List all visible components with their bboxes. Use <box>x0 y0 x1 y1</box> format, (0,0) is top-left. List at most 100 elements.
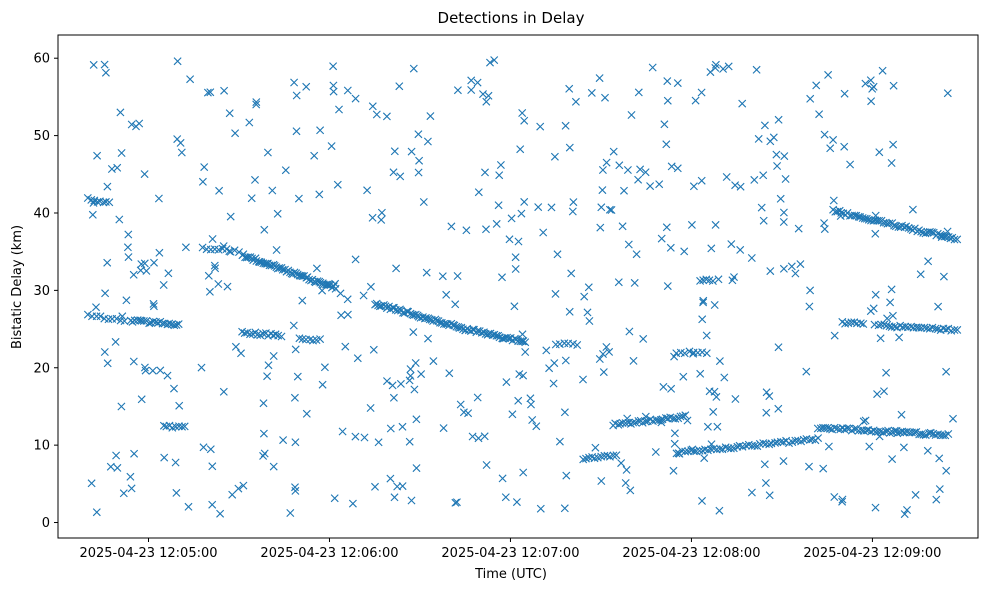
data-point-marker <box>198 177 207 186</box>
data-point-marker <box>710 301 719 309</box>
data-point-marker <box>368 213 377 222</box>
data-point-marker <box>117 149 126 157</box>
data-point-marker <box>231 342 240 351</box>
data-point-marker <box>505 235 514 244</box>
x-tick-label: 2025-04-23 12:09:00 <box>803 546 941 561</box>
data-point-marker <box>560 504 569 513</box>
data-point-marker <box>186 75 195 84</box>
data-point-marker <box>495 171 504 180</box>
data-point-marker <box>414 168 423 177</box>
data-point-marker <box>780 152 789 161</box>
data-point-marker <box>298 335 307 343</box>
data-point-marker <box>156 366 165 375</box>
data-point-marker <box>585 317 594 325</box>
data-point-marker <box>875 432 884 441</box>
data-point-marker <box>837 208 846 217</box>
data-point-marker <box>405 437 414 446</box>
data-point-marker <box>123 243 132 252</box>
data-point-marker <box>846 160 855 169</box>
data-point-marker <box>691 96 700 105</box>
data-point-marker <box>671 414 680 423</box>
data-point-marker <box>882 321 891 330</box>
data-point-marker <box>914 323 923 332</box>
data-point-marker <box>869 304 878 313</box>
data-point-marker <box>383 377 391 386</box>
data-point-marker <box>501 493 510 502</box>
data-point-marker <box>343 86 352 95</box>
data-point-marker <box>787 262 796 271</box>
data-point-marker <box>96 312 105 321</box>
data-point-marker <box>145 319 154 328</box>
data-point-marker <box>197 363 206 372</box>
data-point-marker <box>799 435 808 444</box>
data-point-marker <box>520 116 529 125</box>
data-point-marker <box>660 120 669 129</box>
data-point-marker <box>263 372 272 381</box>
data-point-marker <box>368 102 377 111</box>
data-point-marker <box>117 402 126 411</box>
data-point-marker <box>605 347 614 356</box>
data-point-marker <box>438 272 447 281</box>
data-point-marker <box>504 334 513 343</box>
data-point-marker <box>736 182 745 191</box>
data-point-marker <box>172 488 181 497</box>
data-point-marker <box>590 454 599 463</box>
data-point-marker <box>103 359 112 368</box>
data-point-marker <box>759 171 768 180</box>
data-point-marker <box>259 399 268 408</box>
data-point-marker <box>805 462 813 471</box>
data-point-marker <box>551 289 560 298</box>
data-point-marker <box>215 186 224 195</box>
data-point-marker <box>805 302 814 311</box>
data-point-marker <box>702 349 711 358</box>
data-point-marker <box>473 393 482 402</box>
data-point-marker <box>702 275 711 284</box>
data-point-marker <box>924 257 933 266</box>
data-point-marker <box>772 150 781 159</box>
data-point-marker <box>681 447 690 456</box>
data-point-marker <box>814 434 823 443</box>
data-point-marker <box>689 349 698 358</box>
data-point-marker <box>251 175 259 184</box>
data-point-marker <box>89 60 98 69</box>
data-point-marker <box>214 280 223 288</box>
data-point-marker <box>451 498 460 507</box>
data-point-marker <box>351 94 360 103</box>
data-point-marker <box>774 404 783 413</box>
data-point-marker <box>137 260 146 269</box>
data-point-marker <box>882 368 891 377</box>
data-point-marker <box>569 198 578 207</box>
data-point-marker <box>113 163 122 172</box>
data-point-marker <box>382 112 391 121</box>
data-point-marker <box>696 276 705 285</box>
data-point-marker <box>663 282 672 291</box>
data-point-marker <box>83 310 92 319</box>
data-point-marker <box>865 442 874 451</box>
data-point-marker <box>657 418 666 427</box>
data-point-marker <box>279 436 288 445</box>
data-point-marker <box>338 427 347 436</box>
data-point-marker <box>641 412 650 421</box>
data-point-marker <box>885 428 894 437</box>
data-point-marker <box>648 63 657 72</box>
data-point-marker <box>366 282 375 291</box>
data-point-marker <box>273 209 282 218</box>
data-point-marker <box>712 392 721 401</box>
data-point-marker <box>901 322 910 331</box>
data-point-marker <box>866 76 875 85</box>
data-point-marker <box>944 430 953 438</box>
data-point-marker <box>539 228 548 237</box>
data-point-marker <box>407 496 416 505</box>
data-point-marker <box>536 504 545 513</box>
data-point-marker <box>277 332 286 341</box>
data-point-marker <box>312 264 321 273</box>
data-point-marker <box>622 465 631 474</box>
data-point-marker <box>689 182 698 191</box>
data-point-marker <box>386 424 395 433</box>
data-point-marker <box>707 440 716 449</box>
data-point-marker <box>369 345 378 354</box>
data-point-marker <box>101 68 110 77</box>
data-point-marker <box>105 198 114 207</box>
data-point-marker <box>264 361 273 370</box>
